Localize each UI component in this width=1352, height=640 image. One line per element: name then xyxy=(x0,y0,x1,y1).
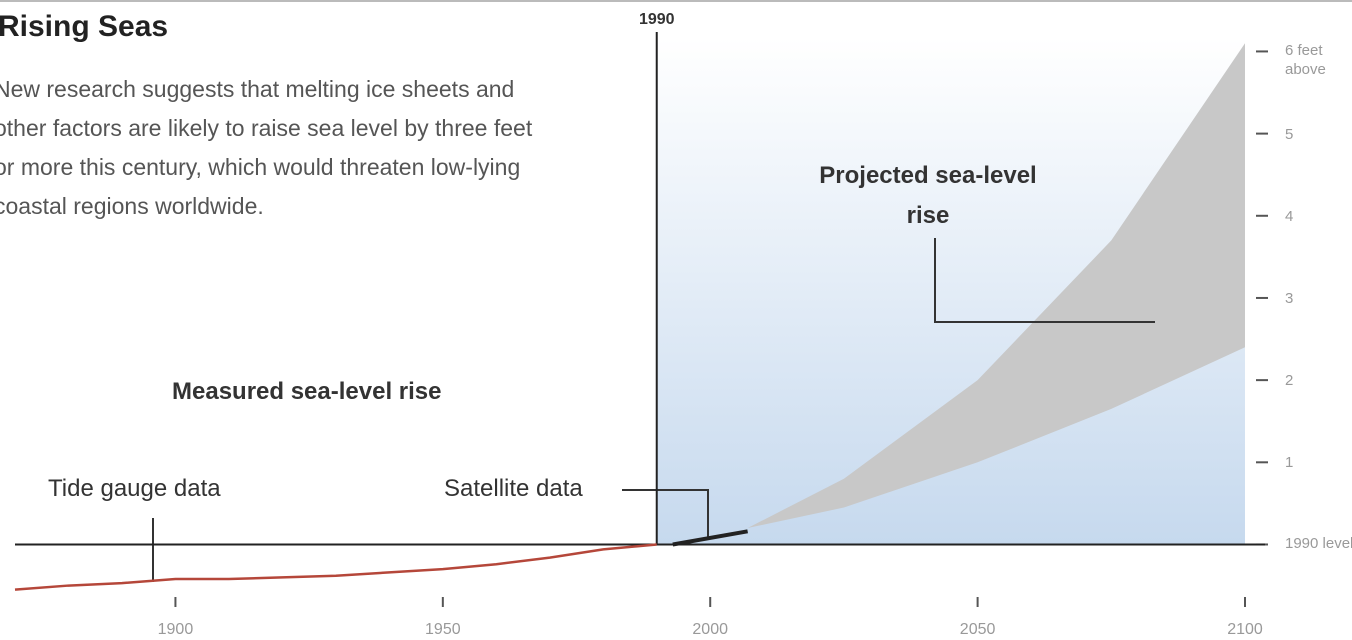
y-tick-label: 3 xyxy=(1285,289,1294,307)
y-tick-label: 1 xyxy=(1285,454,1294,472)
y-tick-label: 6 feet above xyxy=(1285,42,1326,79)
y-tick-label: 1990 level xyxy=(1285,535,1352,553)
series-label: Satellite data xyxy=(444,475,583,502)
reference-label: 1990 xyxy=(639,11,675,28)
leader-line xyxy=(934,238,1155,323)
subtitle: New research suggests that melting ice s… xyxy=(0,76,533,219)
series-label: Tide gauge data xyxy=(48,475,221,502)
y-tick-label: 4 xyxy=(1285,207,1294,225)
line xyxy=(14,543,657,591)
y-tick-label: 2 xyxy=(1285,372,1294,390)
series-label: Projected sea-level rise xyxy=(819,162,1037,229)
x-tick-label: 2100 xyxy=(1227,621,1263,638)
x-tick-label: 1900 xyxy=(158,621,194,638)
annotation: Measured sea-level rise xyxy=(172,378,442,405)
leader-line xyxy=(622,489,709,537)
x-tick-label: 2000 xyxy=(692,621,728,638)
y-tick-label: 5 xyxy=(1285,125,1294,143)
line xyxy=(672,529,748,547)
projection-band xyxy=(747,43,1245,529)
x-tick-label: 1950 xyxy=(425,621,461,638)
chart-title: Rising Seas xyxy=(0,10,169,43)
x-tick-label: 2050 xyxy=(960,621,996,638)
